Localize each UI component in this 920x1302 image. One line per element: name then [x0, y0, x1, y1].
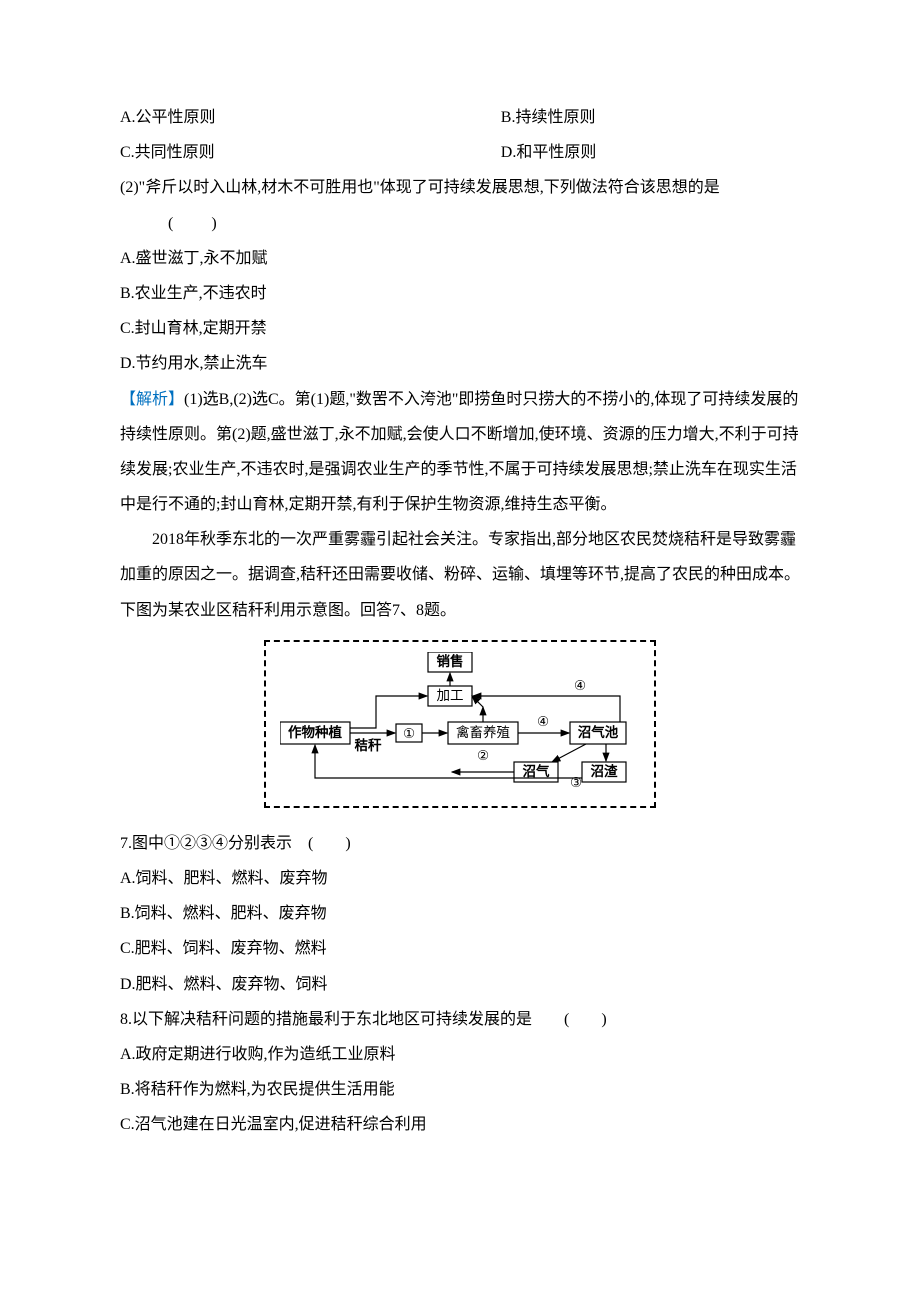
- label-straw: 秸秆: [355, 737, 382, 753]
- option-a: A.公平性原则: [120, 100, 501, 135]
- straw-diagram: 销售 加工 作物种植 ① 禽畜养殖 沼气池 沼气 沼渣: [120, 640, 800, 808]
- q2-stem: (2)"斧斤以时入山林,材木不可胜用也"体现了可持续发展思想,下列做法符合该思想…: [120, 170, 800, 205]
- label-2: ②: [477, 748, 489, 763]
- q8-stem: 8.以下解决秸秆问题的措施最利于东北地区可持续发展的是 ( ): [120, 1002, 800, 1037]
- node-crop: 作物种植: [288, 724, 342, 740]
- node-process: 加工: [437, 688, 464, 703]
- q2-opt-b: B.农业生产,不违农时: [120, 276, 800, 311]
- label-3: ③: [570, 775, 582, 790]
- option-d: D.和平性原则: [501, 135, 597, 170]
- q2-paren-text: ( ): [168, 215, 219, 232]
- analysis-block: 【解析】(1)选B,(2)选C。第(1)题,"数罟不入洿池"即捞鱼时只捞大的不捞…: [120, 382, 800, 523]
- q8-opt-b: B.将秸秆作为燃料,为农民提供生活用能: [120, 1072, 800, 1107]
- q7-stem: 7.图中①②③④分别表示 ( ): [120, 826, 800, 861]
- label-4a: ④: [574, 678, 586, 693]
- node-sale: 销售: [437, 653, 464, 669]
- q8-opt-c: C.沼气池建在日光温室内,促进秸秆综合利用: [120, 1107, 800, 1142]
- option-c: C.共同性原则: [120, 135, 501, 170]
- q2-opt-d: D.节约用水,禁止洗车: [120, 346, 800, 381]
- q2-paren: ( ): [120, 206, 800, 241]
- q2-opt-c: C.封山育林,定期开禁: [120, 311, 800, 346]
- node-biogas: 沼气: [523, 763, 551, 779]
- analysis-text: (1)选B,(2)选C。第(1)题,"数罟不入洿池"即捞鱼时只捞大的不捞小的,体…: [120, 391, 799, 514]
- q7-opt-d: D.肥料、燃料、废弃物、饲料: [120, 967, 800, 1002]
- q7-opt-a: A.饲料、肥料、燃料、废弃物: [120, 861, 800, 896]
- label-1: ①: [403, 726, 415, 741]
- q7-opt-b: B.饲料、燃料、肥料、废弃物: [120, 896, 800, 931]
- option-b: B.持续性原则: [501, 100, 596, 135]
- node-livestock: 禽畜养殖: [456, 724, 510, 740]
- node-residue: 沼渣: [591, 763, 619, 779]
- q8-opt-a: A.政府定期进行收购,作为造纸工业原料: [120, 1037, 800, 1072]
- passage: 2018年秋季东北的一次严重雾霾引起社会关注。专家指出,部分地区农民焚烧秸秆是导…: [120, 522, 800, 628]
- q2-opt-a: A.盛世滋丁,永不加赋: [120, 241, 800, 276]
- node-biogas-pool: 沼气池: [578, 724, 619, 740]
- label-4b: ④: [537, 714, 549, 729]
- q7-opt-c: C.肥料、饲料、废弃物、燃料: [120, 931, 800, 966]
- analysis-label: 【解析】: [120, 391, 184, 408]
